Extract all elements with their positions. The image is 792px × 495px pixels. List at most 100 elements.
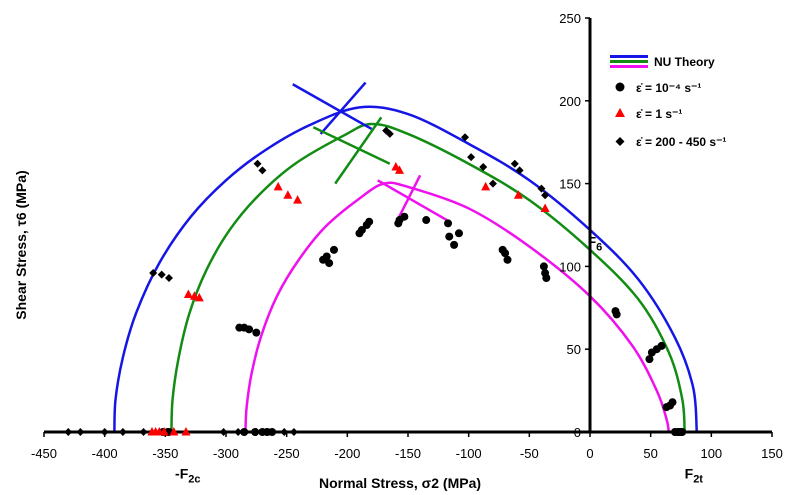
point-diamond xyxy=(262,428,271,436)
point-diamond xyxy=(252,428,261,436)
point-circle xyxy=(252,328,261,337)
legend-label-medium: ε̇ = 1 s⁻¹ xyxy=(636,107,682,121)
point-circle xyxy=(450,240,459,249)
tick-labels: -450 -400 -350 -300 -250 -200 -150 -100 -50 0 50 10… xyxy=(31,11,783,461)
x-tick-label: -250 xyxy=(274,446,300,461)
curve-end-segment xyxy=(292,83,373,131)
point-diamond xyxy=(510,159,519,168)
curve-end-markers xyxy=(292,81,448,224)
point-diamond xyxy=(76,428,85,436)
curve-end-segment xyxy=(377,179,448,222)
point-diamond xyxy=(289,428,298,436)
point-triangle xyxy=(159,427,169,436)
curve-magenta xyxy=(244,181,671,433)
point-diamond xyxy=(537,184,546,193)
legend-label-fast: ε̇ = 200 - 450 s⁻¹ xyxy=(636,135,726,149)
point-circle xyxy=(657,341,666,350)
point-diamond xyxy=(515,166,524,175)
point-circle xyxy=(645,355,654,364)
point-circle xyxy=(400,212,409,221)
point-circle xyxy=(503,255,512,264)
point-circle xyxy=(365,217,374,226)
point-diamond xyxy=(164,273,173,282)
point-circle xyxy=(240,428,249,436)
point-circle xyxy=(501,249,510,258)
point-diamond xyxy=(479,163,488,172)
point-triangle xyxy=(273,181,283,191)
theory-curves xyxy=(113,105,699,433)
point-circle xyxy=(678,428,687,436)
y-tick-label: 0 xyxy=(574,425,581,440)
curve-end-segment xyxy=(334,116,383,185)
x-tick-label: -300 xyxy=(213,446,239,461)
point-circle xyxy=(322,252,331,261)
point-triangle xyxy=(194,292,204,302)
curve-blue xyxy=(113,105,699,433)
point-circle xyxy=(445,232,454,241)
point-diamond xyxy=(467,153,476,162)
point-diamond xyxy=(64,428,73,436)
point-circle xyxy=(245,325,254,334)
x-tick-label: 50 xyxy=(643,446,657,461)
point-triangle xyxy=(181,427,191,436)
point-diamond xyxy=(488,179,497,188)
x-tick-label: -450 xyxy=(31,446,57,461)
point-diamond xyxy=(149,269,158,278)
y-tick-label: 200 xyxy=(559,94,581,109)
point-circle xyxy=(612,310,621,319)
x-axis-title: Normal Stress, σ2 (MPa) xyxy=(319,475,481,491)
point-diamond xyxy=(280,428,289,436)
point-diamond xyxy=(157,270,166,279)
point-circle xyxy=(668,398,677,407)
legend-marker-diamond xyxy=(615,137,625,146)
point-diamond xyxy=(139,428,148,436)
point-diamond xyxy=(461,133,470,142)
annotation-f2t: F2t xyxy=(685,465,704,485)
point-diamond xyxy=(385,129,394,138)
annotations: F6 -F2c F2t xyxy=(175,234,703,486)
x-tick-label: -150 xyxy=(395,446,421,461)
y-tick-label: 50 xyxy=(567,342,581,357)
point-diamond xyxy=(234,428,243,436)
point-triangle xyxy=(189,291,199,300)
x-tick-label: 0 xyxy=(586,446,593,461)
point-circle xyxy=(329,245,338,254)
point-triangle xyxy=(293,195,303,204)
point-triangle xyxy=(481,181,491,191)
legend-label-nu-theory: NU Theory xyxy=(654,55,715,69)
y-tick-label: 250 xyxy=(559,11,581,26)
point-circle xyxy=(357,225,366,234)
y-tick-label: 100 xyxy=(559,259,581,274)
point-circle xyxy=(422,216,431,225)
point-diamond xyxy=(258,166,267,175)
legend-marker-triangle xyxy=(615,108,625,117)
legend-marker-circle xyxy=(615,82,625,92)
x-tick-label: 100 xyxy=(700,446,722,461)
point-diamond xyxy=(541,191,550,200)
legend-label-slow: ε̇ = 10⁻⁴ s⁻¹ xyxy=(636,81,701,95)
point-triangle xyxy=(169,427,179,436)
y-axis-title: Shear Stress, τ6 (MPa) xyxy=(13,170,29,319)
y-tick-label: 150 xyxy=(559,177,581,192)
curve-end-segment xyxy=(319,81,367,135)
x-tick-label: -400 xyxy=(92,446,118,461)
x-tick-label: 150 xyxy=(761,446,783,461)
curve-end-segment xyxy=(312,126,391,165)
point-circle xyxy=(444,219,453,228)
x-tick-label: -200 xyxy=(334,446,360,461)
point-diamond xyxy=(253,159,262,168)
annotation-f2c: -F2c xyxy=(175,465,200,485)
point-triangle xyxy=(540,203,550,212)
point-triangle xyxy=(513,190,523,199)
point-triangle xyxy=(183,289,193,299)
x-tick-label: -350 xyxy=(152,446,178,461)
point-circle xyxy=(539,262,548,271)
point-triangle xyxy=(395,165,405,174)
point-diamond xyxy=(219,428,228,436)
point-circle xyxy=(325,259,334,268)
x-tick-label: -100 xyxy=(456,446,482,461)
point-diamond xyxy=(118,428,127,436)
curve-end-segment xyxy=(394,174,422,224)
point-circle xyxy=(542,273,551,282)
x-tick-label: -50 xyxy=(520,446,539,461)
